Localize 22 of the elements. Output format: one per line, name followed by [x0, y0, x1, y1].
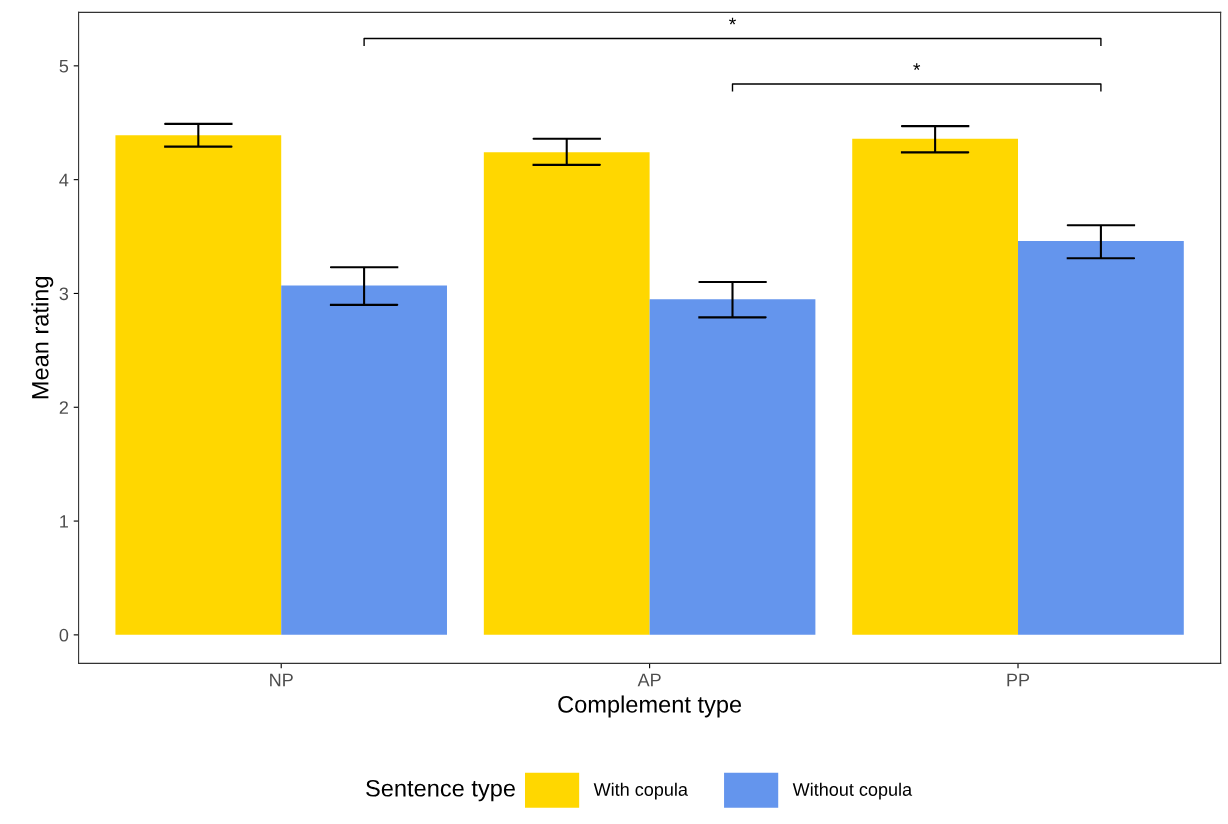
y-tick-label: 4: [59, 173, 69, 187]
bar: [115, 135, 282, 635]
y-tick-label: 5: [59, 59, 69, 73]
y-tick-label: 2: [59, 401, 68, 414]
annotation: *: [913, 63, 921, 71]
bar: [483, 152, 650, 635]
bar: [1018, 241, 1184, 635]
y-tick-label: 1: [60, 515, 68, 528]
x-tick-label: AP: [637, 673, 661, 687]
bar: [649, 299, 816, 635]
bar: [852, 138, 1019, 635]
x-tick-label: PP: [1007, 673, 1030, 687]
legend-label: Without copula: [792, 782, 913, 800]
legend-label: With copula: [593, 782, 688, 800]
x-tick-label: NP: [270, 673, 293, 687]
y-tick-label: 3: [59, 287, 69, 301]
y-axis-title: Mean rating: [31, 277, 54, 399]
x-axis-title: Complement type: [558, 695, 742, 718]
y-tick-label: 0: [59, 628, 69, 642]
annotation: *: [729, 17, 736, 25]
legend-title: Sentence type: [366, 779, 515, 802]
bar: [281, 285, 447, 635]
